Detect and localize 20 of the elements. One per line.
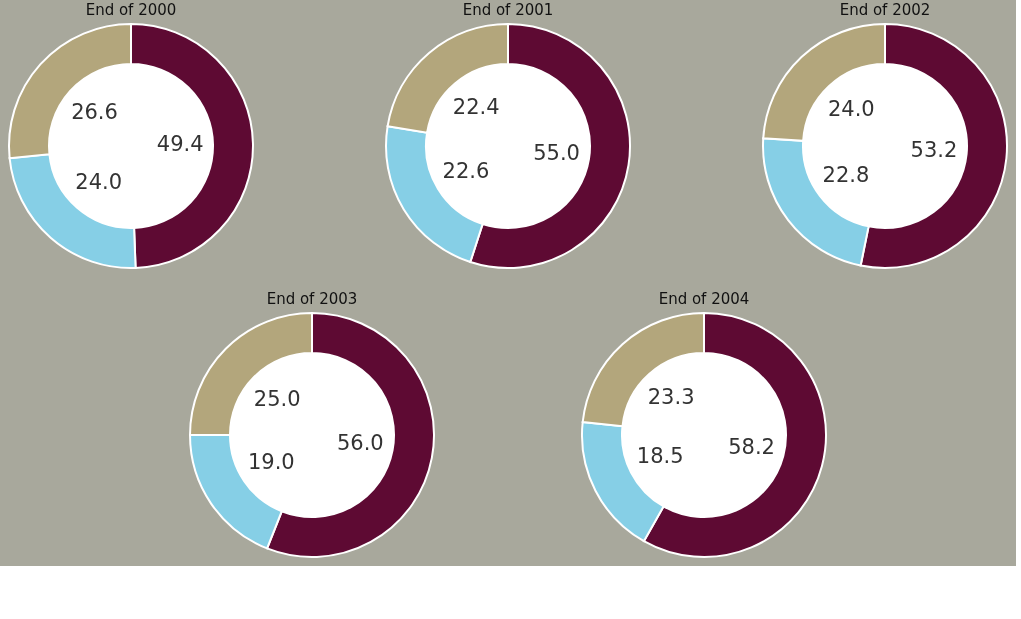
- data-label: 22.6: [442, 158, 490, 183]
- data-label: 24.0: [75, 170, 123, 195]
- data-label: 23.3: [647, 385, 695, 410]
- data-label: 25.0: [253, 387, 301, 412]
- data-label: 49.4: [156, 132, 204, 157]
- data-label: 55.0: [533, 140, 580, 165]
- data-label: 19.0: [247, 449, 295, 474]
- data-label: 24.0: [827, 97, 875, 122]
- data-label: 56.0: [336, 431, 384, 456]
- data-label: 22.4: [452, 95, 500, 120]
- chart-title: End of 2002: [839, 1, 931, 19]
- chart-title: End of 2001: [462, 1, 554, 19]
- data-label: 26.6: [71, 100, 118, 124]
- data-label: 18.5: [636, 444, 684, 469]
- chart-title: End of 2000: [85, 1, 177, 19]
- chart-title: End of 2004: [658, 290, 750, 308]
- chart-title: End of 2003: [266, 290, 358, 308]
- data-label: 22.8: [822, 162, 870, 187]
- data-label: 53.2: [910, 137, 958, 162]
- data-label: 58.2: [728, 434, 775, 459]
